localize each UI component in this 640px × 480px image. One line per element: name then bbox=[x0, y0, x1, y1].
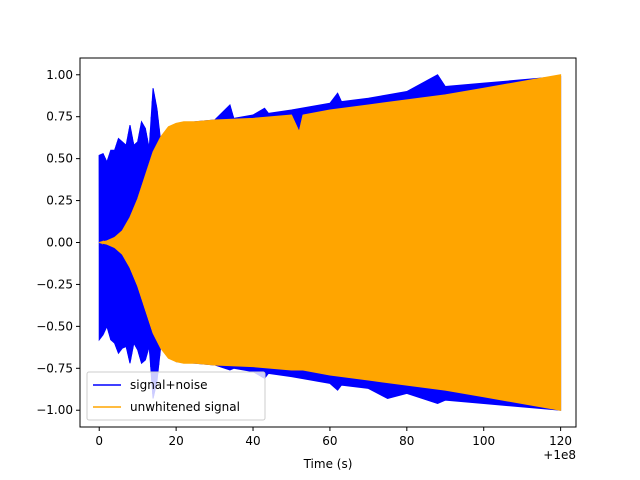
y-tick-label: 0.25 bbox=[46, 194, 73, 208]
y-axis: −1.00 −0.75 −0.50 −0.25 0.00 0.25 0.50 0.75 1.00 bbox=[36, 68, 80, 417]
x-axis-label: Time (s) bbox=[303, 457, 353, 471]
x-tick-label: 40 bbox=[245, 434, 260, 448]
y-tick-label: −1.00 bbox=[36, 403, 73, 417]
legend: signal+noise unwhitened signal bbox=[86, 371, 266, 421]
x-axis: 0 20 40 60 80 100 120 bbox=[95, 427, 572, 448]
y-tick-label: 0.50 bbox=[46, 152, 73, 166]
x-tick-label: 100 bbox=[472, 434, 495, 448]
x-tick-label: 120 bbox=[549, 434, 572, 448]
legend-label-signal-noise: signal+noise bbox=[130, 378, 207, 392]
x-tick-label: 60 bbox=[322, 434, 337, 448]
y-tick-label: 0.75 bbox=[46, 110, 73, 124]
x-tick-label: 20 bbox=[168, 434, 183, 448]
y-tick-label: −0.25 bbox=[36, 277, 73, 291]
x-tick-label: 0 bbox=[95, 434, 103, 448]
series-line-unwhitened-signal bbox=[99, 74, 561, 411]
x-axis-offset-label: +1e8 bbox=[543, 448, 576, 462]
legend-box bbox=[86, 371, 266, 421]
y-tick-label: −0.50 bbox=[36, 319, 73, 333]
plot-area bbox=[98, 74, 562, 411]
legend-label-unwhitened-signal: unwhitened signal bbox=[130, 400, 240, 414]
y-tick-label: 1.00 bbox=[46, 68, 73, 82]
y-tick-label: 0.00 bbox=[46, 236, 73, 250]
x-tick-label: 80 bbox=[399, 434, 414, 448]
y-tick-label: −0.75 bbox=[36, 361, 73, 375]
